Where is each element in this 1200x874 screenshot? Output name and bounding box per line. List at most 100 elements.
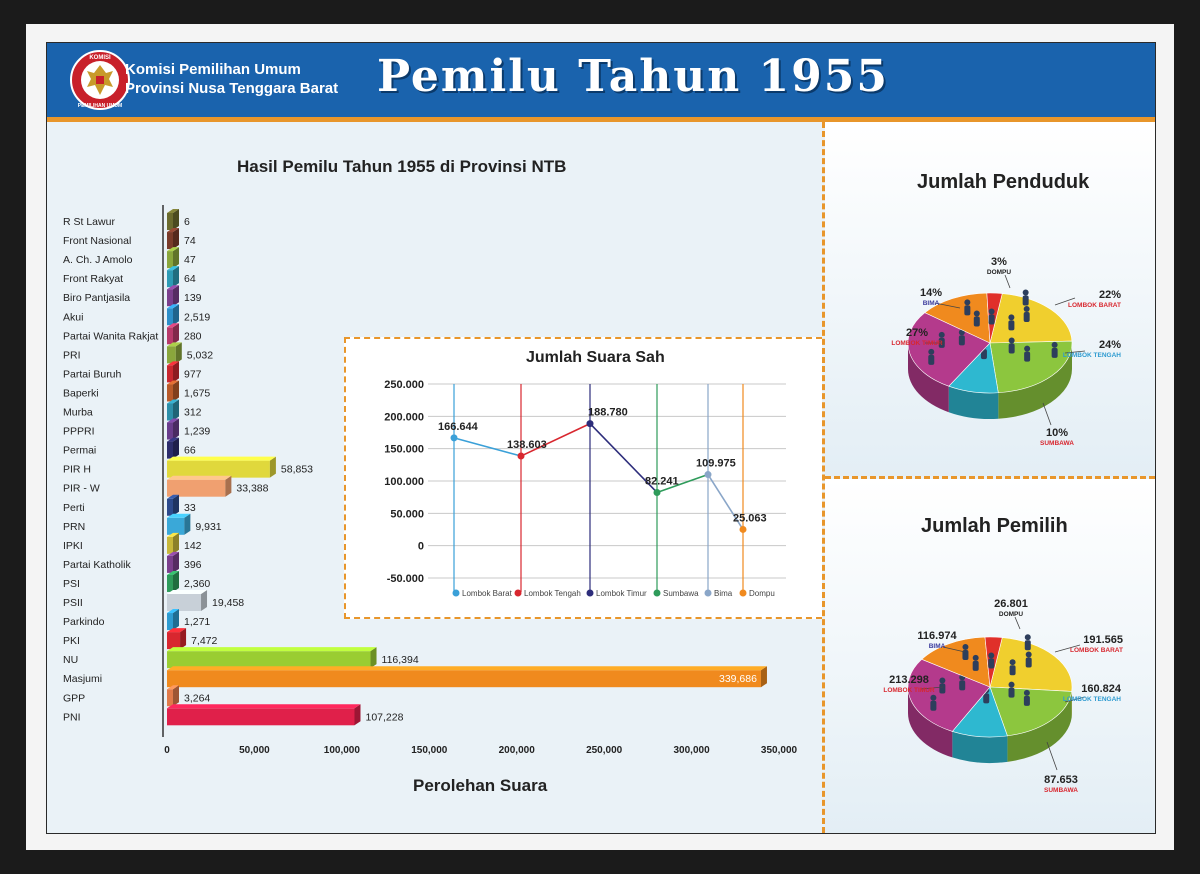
pie-leader-line <box>934 302 961 309</box>
person-icon <box>962 643 969 650</box>
pie-category-label: DOMPU <box>987 269 1012 276</box>
bar-value-label: 312 <box>184 407 202 419</box>
bar <box>167 270 173 288</box>
bar <box>167 574 173 592</box>
bar-top <box>167 380 179 385</box>
pie-slice-side <box>952 731 1008 763</box>
data-point <box>450 434 458 442</box>
bar-top <box>167 456 276 461</box>
line-chart: 250.000 200.000 150.000 100.000 50.000 0 -50.0… <box>384 379 786 598</box>
pie-leader-line <box>1064 696 1086 703</box>
poster-board: KOMISI PEMILIHAN UMUM Komisi Pemilihan U… <box>46 42 1156 834</box>
person-icon <box>980 349 987 360</box>
person-icon <box>988 658 995 669</box>
bar-chart-title: Hasil Pemilu Tahun 1955 di Provinsi NTB <box>237 157 567 176</box>
person-icon <box>962 649 969 660</box>
bar <box>167 479 226 497</box>
bar <box>167 441 173 459</box>
category-label: PRI <box>63 349 81 361</box>
bar-side <box>173 551 179 573</box>
bar-top <box>167 228 179 233</box>
bar-top <box>167 342 182 347</box>
bar <box>167 251 173 269</box>
bar-top <box>167 513 191 518</box>
pie-value-label: 3% <box>991 256 1007 268</box>
data-label: 188.780 <box>588 407 628 419</box>
bar-side <box>173 532 179 554</box>
category-label: Baperki <box>63 387 99 399</box>
bar <box>167 555 173 573</box>
org-name-line1: Komisi Pemilihan Umum <box>125 61 301 78</box>
bar-top <box>167 399 179 404</box>
bar-value-label: 47 <box>184 254 196 266</box>
legend-marker <box>653 589 661 597</box>
pie-value-label: 213.298 <box>889 674 929 686</box>
bar-top <box>167 628 187 633</box>
pie-slice-side <box>908 687 953 758</box>
bar-value-label: 7,472 <box>191 635 217 647</box>
bar-side <box>173 285 179 307</box>
person-icon <box>1024 351 1031 362</box>
pie-value-label: 87.653 <box>1044 774 1078 786</box>
bar-value-label: 33 <box>184 502 196 514</box>
person-icon <box>983 693 990 704</box>
legend-label: Lombok Barat <box>462 589 513 598</box>
bar-side <box>175 342 182 364</box>
bar-side <box>173 304 179 326</box>
bar <box>167 384 173 402</box>
bar-side <box>180 628 187 650</box>
person-icon <box>1051 347 1058 358</box>
bar-side <box>173 685 179 707</box>
bar <box>167 460 270 478</box>
legend-marker <box>586 589 594 597</box>
category-label: Front Nasional <box>63 235 131 247</box>
pie-slice-side <box>948 386 999 419</box>
person-icon <box>972 660 979 671</box>
person-icon <box>1008 314 1015 321</box>
pie-value-label: 22% <box>1099 289 1121 301</box>
pie-leader-line <box>1054 644 1081 653</box>
y-tick-label: 0 <box>418 541 424 553</box>
bar-side <box>760 666 767 688</box>
person-icon <box>939 677 946 684</box>
category-label: PIR - W <box>63 483 100 495</box>
bar <box>167 365 173 383</box>
pie-category-label: LOMBOK TENGAH <box>1063 696 1121 703</box>
data-label: 82.241 <box>645 475 679 487</box>
bar-side <box>269 456 276 478</box>
pie-category-label: DOMPU <box>999 611 1024 618</box>
pie-slice <box>921 636 991 688</box>
category-label: Perti <box>63 502 85 514</box>
bar-value-label: 3,264 <box>184 692 210 704</box>
y-tick-label: 150.000 <box>384 444 424 456</box>
panel-divider-horizontal <box>825 476 1155 479</box>
category-label: NU <box>63 654 78 666</box>
person-icon <box>1023 689 1030 696</box>
series-segment <box>453 437 522 457</box>
bar <box>167 594 202 611</box>
pie-category-label: SUMBAWA <box>1044 787 1078 794</box>
bar-side <box>173 266 179 288</box>
x-tick-label: 150,000 <box>411 745 448 756</box>
bar-chart: 0 50,000 100,000 150,000 200,000 250,000 300,0… <box>63 205 798 756</box>
bar <box>167 422 173 440</box>
category-label: Partai Buruh <box>63 368 122 380</box>
person-icon <box>1008 337 1015 344</box>
bar-side <box>225 475 232 497</box>
bar-side <box>173 570 179 592</box>
page-title: Pemilu Tahun 1955 <box>377 51 889 102</box>
series-segment <box>656 473 709 494</box>
y-tick-label: 50.000 <box>390 508 424 520</box>
category-label: Parkindo <box>63 616 105 628</box>
data-label: 138.603 <box>507 439 547 451</box>
bar-value-label: 139 <box>184 292 202 304</box>
bar-top <box>167 704 361 709</box>
bar-value-label: 5,032 <box>187 349 213 361</box>
pie-category-label: LOMBOK BARAT <box>1068 302 1121 309</box>
bar-value-label: 339,686 <box>719 673 757 685</box>
pie-slice <box>907 658 991 732</box>
person-icon <box>930 694 937 701</box>
y-tick-label: 100.000 <box>384 476 424 488</box>
bar-top <box>167 475 232 480</box>
series-segment <box>520 422 591 457</box>
